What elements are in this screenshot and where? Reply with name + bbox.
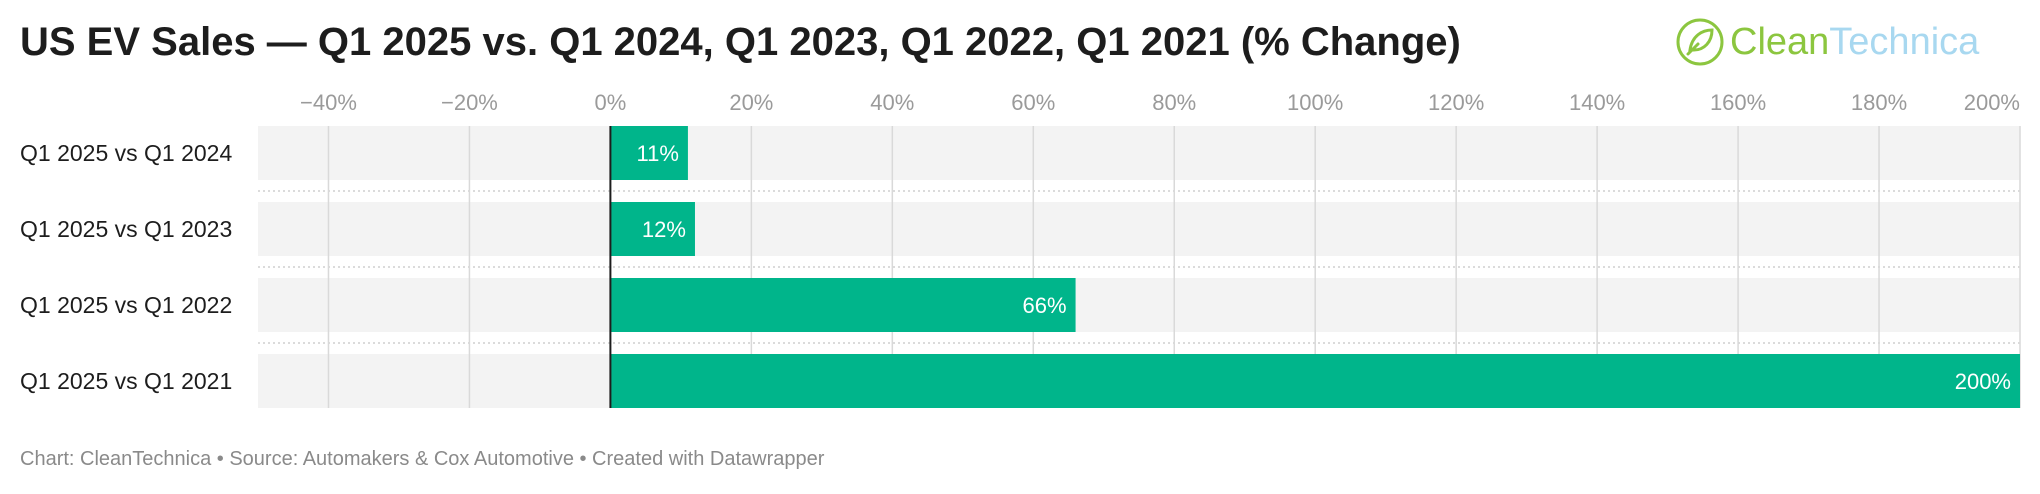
cleantechnica-logo: CleanTechnica bbox=[1676, 18, 1980, 66]
row-track bbox=[258, 278, 2020, 332]
x-tick-label: 200% bbox=[1964, 90, 2020, 115]
x-tick-label: 180% bbox=[1851, 90, 1907, 115]
x-tick-label: 40% bbox=[870, 90, 914, 115]
plug-leaf-icon bbox=[1676, 18, 1724, 66]
category-label: Q1 2025 vs Q1 2021 bbox=[20, 368, 232, 394]
bar[interactable] bbox=[610, 126, 688, 180]
x-tick-label: −20% bbox=[441, 90, 498, 115]
x-tick-label: 140% bbox=[1569, 90, 1625, 115]
row-track bbox=[258, 202, 2020, 256]
chart-title: US EV Sales — Q1 2025 vs. Q1 2024, Q1 20… bbox=[20, 20, 1461, 64]
bar[interactable] bbox=[610, 354, 2020, 408]
category-label: Q1 2025 vs Q1 2024 bbox=[20, 140, 232, 166]
bar-value-label: 200% bbox=[1955, 369, 2011, 394]
x-tick-label: 80% bbox=[1152, 90, 1196, 115]
chart-footer: Chart: CleanTechnica • Source: Automaker… bbox=[20, 448, 825, 470]
x-tick-label: −40% bbox=[300, 90, 357, 115]
bar-value-label: 11% bbox=[637, 141, 679, 166]
x-tick-label: 0% bbox=[595, 90, 627, 115]
logo-text-technica: Technica bbox=[1829, 21, 1980, 63]
category-label: Q1 2025 vs Q1 2023 bbox=[20, 216, 232, 242]
x-tick-label: 120% bbox=[1428, 90, 1484, 115]
row-track bbox=[258, 126, 2020, 180]
category-label: Q1 2025 vs Q1 2022 bbox=[20, 292, 232, 318]
logo-text: CleanTechnica bbox=[1730, 21, 1980, 63]
bar-value-label: 12% bbox=[642, 217, 686, 242]
x-tick-label: 100% bbox=[1287, 90, 1343, 115]
bar[interactable] bbox=[610, 278, 1076, 332]
bar-value-label: 66% bbox=[1023, 293, 1067, 318]
x-tick-label: 60% bbox=[1011, 90, 1055, 115]
x-tick-label: 20% bbox=[729, 90, 773, 115]
x-tick-label: 160% bbox=[1710, 90, 1766, 115]
logo-text-clean: Clean bbox=[1730, 21, 1829, 63]
bar-chart: −40% −20% 0% 20% 40% 60% 80% 100% 120% 140% 160% 18… bbox=[20, 90, 2021, 408]
bar[interactable] bbox=[610, 202, 695, 256]
